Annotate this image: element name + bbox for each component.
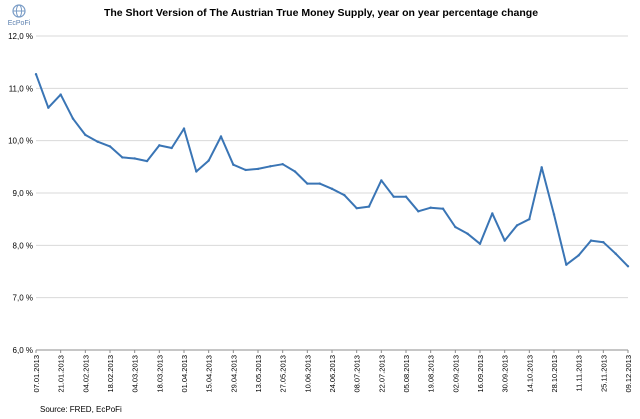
data-point [380,179,383,182]
data-point [170,146,173,150]
data-point [589,239,593,242]
x-tick-label: 07.01.2013 [32,355,41,393]
x-tick-label: 21.01.2013 [57,355,66,393]
data-point [195,170,198,173]
x-tick-label: 05.08.2013 [402,355,411,393]
data-point [614,252,617,255]
data-point [602,240,605,244]
data-point [343,193,346,197]
data-point [133,157,136,160]
chart-title: The Short Version of The Austrian True M… [104,7,538,19]
x-tick-label: 28.10.2013 [550,355,559,393]
x-tick-label: 25.11.2013 [599,355,608,392]
data-point [47,106,50,109]
data-point [244,168,247,172]
series-line [35,73,629,267]
data-point [71,117,75,120]
logo-text: EcPoFi [8,20,31,27]
x-tick-label: 24.06.2013 [328,355,337,393]
x-tick-label: 15.04.2013 [205,355,214,393]
y-tick-label: 9,0 % [13,189,33,198]
data-point [565,263,568,266]
data-point [466,232,469,236]
data-point [96,140,99,143]
data-point [367,205,371,208]
x-tick-label: 02.09.2013 [451,355,460,393]
data-point [417,210,420,213]
x-tick-label: 18.03.2013 [155,355,164,393]
x-tick-label: 16.09.2013 [476,355,485,393]
data-point [293,170,297,173]
x-tick-label: 14.10.2013 [525,355,534,393]
y-tick-label: 10,0 % [8,137,33,146]
x-tick-label: 18.02.2013 [106,355,115,393]
data-point [404,195,408,198]
data-point [59,93,62,96]
y-tick-label: 12,0 % [8,32,33,41]
data-point [355,206,358,210]
data-point [34,73,38,76]
data-point [515,224,519,227]
x-tick-label: 13.05.2013 [254,355,263,393]
x-tick-label: 11.11.2013 [575,355,584,391]
data-point [626,265,630,268]
data-point [392,195,395,198]
data-point [491,212,494,215]
source-note: Source: FRED, EcPoFi [40,405,122,414]
data-point [429,206,432,209]
data-point [281,163,284,166]
data-point [145,159,149,163]
data-point [121,156,124,159]
x-tick-label: 10.06.2013 [303,355,312,393]
globe-icon [12,4,26,18]
data-point [540,166,543,169]
data-point [158,144,161,147]
x-tick-label: 29.04.2013 [229,355,238,393]
y-tick-label: 7,0 % [13,294,33,303]
data-point [84,133,87,137]
x-tick-label: 09.12.2013 [624,355,633,393]
data-point [503,239,506,242]
data-point [577,254,580,257]
y-tick-label: 8,0 % [13,241,33,250]
x-tick-label: 27.05.2013 [279,355,288,393]
data-point [330,187,334,191]
data-point [318,182,321,185]
data-point [219,135,223,138]
x-tick-label: 04.03.2013 [131,355,140,393]
data-point [454,225,457,229]
data-point [207,159,210,162]
series-layer [34,73,630,268]
y-tick-label: 11,0 % [9,84,33,93]
x-tick-label: 04.02.2013 [81,355,90,393]
data-point [478,242,482,245]
data-point [269,165,272,168]
x-tick-label: 22.07.2013 [377,355,386,393]
data-point [528,217,531,221]
y-tick-label: 6,0 % [13,346,33,355]
data-point [256,167,260,171]
x-tick-label: 08.07.2013 [353,355,362,393]
gridlines [36,35,628,299]
data-point [441,207,445,210]
data-point [306,182,309,185]
data-point [552,213,556,216]
x-tick-label: 19.08.2013 [427,355,436,393]
data-point [182,127,186,130]
x-axis: 07.01.2013 21.01.2013 04.02.2013 18.02.2013… [32,350,633,393]
logo: EcPoFi [8,4,31,27]
data-point [108,145,112,148]
data-point [232,163,235,166]
x-tick-label: 30.09.2013 [501,355,510,393]
x-tick-label: 01.04.2013 [180,355,189,393]
y-axis: 6,0 % 7,0 % 8,0 % 9,0 % 10,0 % 11,0 % 12,0 % [8,32,33,355]
